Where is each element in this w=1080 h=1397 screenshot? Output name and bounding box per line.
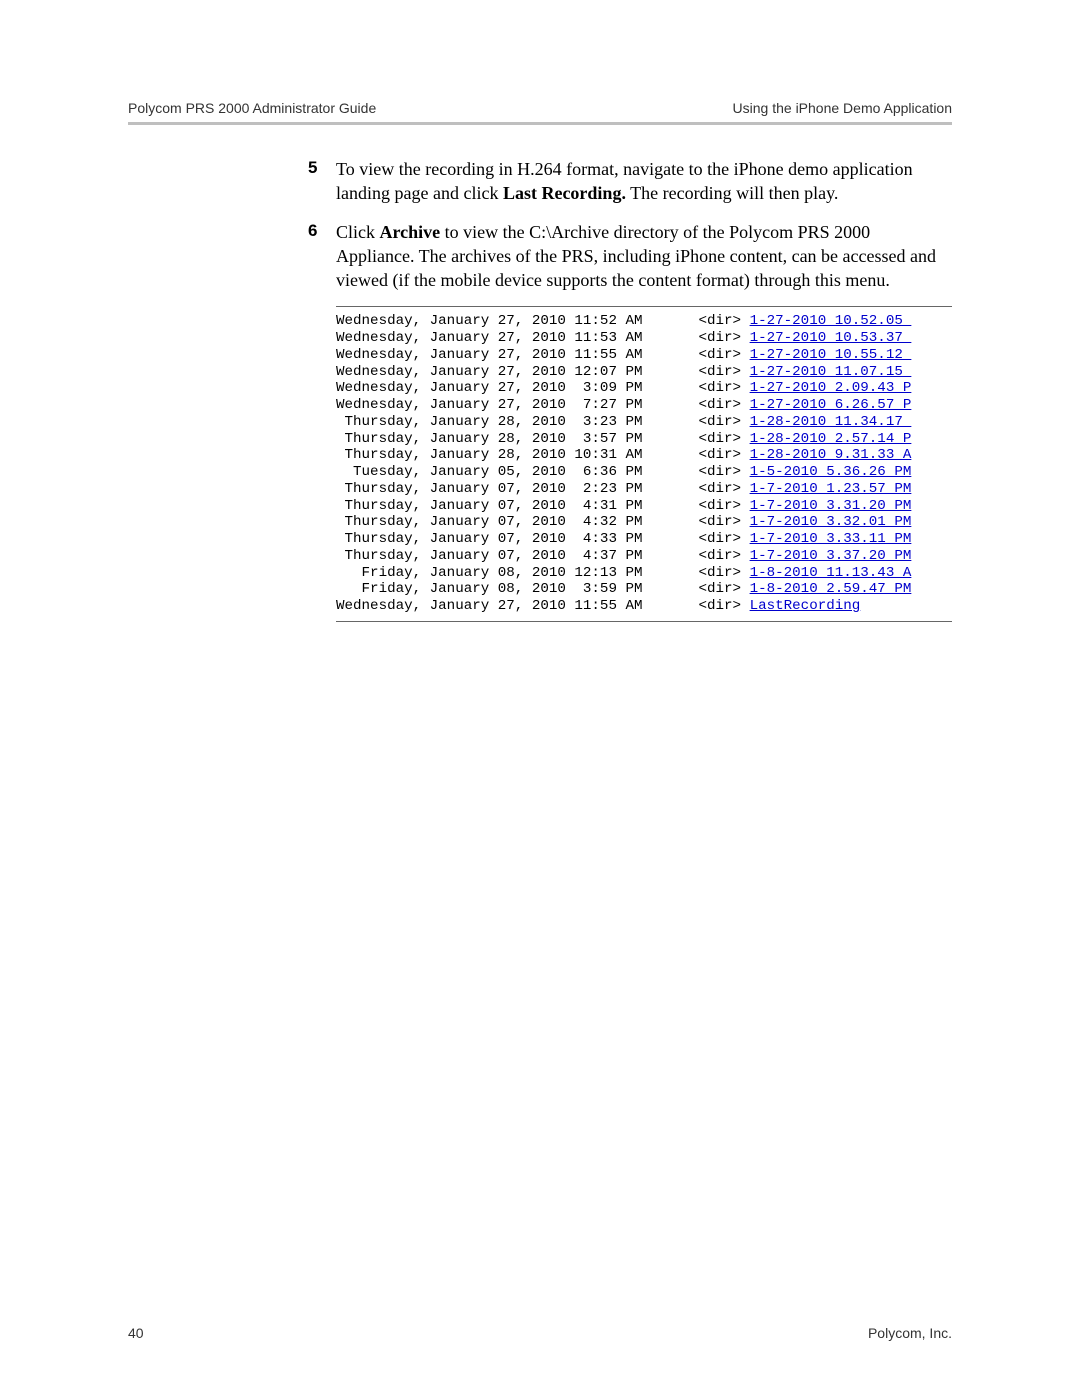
listing-date: Wednesday, January 27, 2010 11:52 AM <box>336 313 643 330</box>
listing-dir-tag: <dir> <box>699 464 750 481</box>
listing-dir-tag: <dir> <box>699 313 750 330</box>
footer-company: Polycom, Inc. <box>868 1325 952 1341</box>
listing-dir-tag: <dir> <box>699 447 750 464</box>
listing-row: Wednesday, January 27, 2010 11:55 AM <dir… <box>336 598 952 615</box>
listing-link[interactable]: 1-27-2010 10.53.37 <box>750 330 912 347</box>
listing-link[interactable]: 1-27-2010 10.52.05 <box>750 313 912 330</box>
listing-dir-tag: <dir> <box>699 364 750 381</box>
listing-link[interactable]: 1-5-2010 5.36.26 PM <box>750 464 912 481</box>
header-right: Using the iPhone Demo Application <box>733 100 952 116</box>
listing-link[interactable]: 1-27-2010 2.09.43 P <box>750 380 912 397</box>
listing-row: Thursday, January 28, 2010 10:31 AM <dir>… <box>336 447 952 464</box>
listing-link[interactable]: 1-7-2010 3.37.20 PM <box>750 548 912 565</box>
listing-link[interactable]: 1-7-2010 3.32.01 PM <box>750 514 912 531</box>
listing-date: Thursday, January 07, 2010 4:37 PM <box>336 548 643 565</box>
listing-date: Thursday, January 28, 2010 3:57 PM <box>336 431 643 448</box>
listing-date: Thursday, January 07, 2010 4:31 PM <box>336 498 643 515</box>
listing-date: Wednesday, January 27, 2010 12:07 PM <box>336 364 643 381</box>
listing-row: Thursday, January 07, 2010 4:31 PM<dir> … <box>336 498 952 515</box>
listing-link[interactable]: 1-8-2010 2.59.47 PM <box>750 581 912 598</box>
listing-date: Thursday, January 07, 2010 2:23 PM <box>336 481 643 498</box>
listing-row: Friday, January 08, 2010 3:59 PM <dir> 1-… <box>336 581 952 598</box>
header-left: Polycom PRS 2000 Administrator Guide <box>128 100 376 116</box>
directory-listing: Wednesday, January 27, 2010 11:52 AM <dir… <box>336 306 952 622</box>
listing-dir-tag: <dir> <box>699 347 750 364</box>
page-footer: 40 Polycom, Inc. <box>128 1325 952 1341</box>
listing-link[interactable]: 1-7-2010 1.23.57 PM <box>750 481 912 498</box>
document-page: Polycom PRS 2000 Administrator Guide Usi… <box>0 0 1080 1397</box>
step-number: 6 <box>308 220 336 293</box>
listing-link[interactable]: 1-7-2010 3.31.20 PM <box>750 498 912 515</box>
listing-row: Friday, January 08, 2010 12:13 PM <dir> 1… <box>336 565 952 582</box>
listing-link[interactable]: 1-27-2010 10.55.12 <box>750 347 912 364</box>
listing-dir-tag: <dir> <box>699 431 750 448</box>
listing-dir-tag: <dir> <box>699 380 750 397</box>
listing-date: Wednesday, January 27, 2010 11:55 AM <box>336 598 643 615</box>
step-item-6: 6 Click Archive to view the C:\Archive d… <box>308 220 952 293</box>
listing-date: Thursday, January 07, 2010 4:33 PM <box>336 531 643 548</box>
listing-row: Wednesday, January 27, 2010 11:53 AM <dir… <box>336 330 952 347</box>
listing-date: Thursday, January 28, 2010 3:23 PM <box>336 414 643 431</box>
step-item-5: 5 To view the recording in H.264 format,… <box>308 157 952 206</box>
listing-dir-tag: <dir> <box>699 598 750 615</box>
listing-row: Wednesday, January 27, 2010 7:27 PM <dir>… <box>336 397 952 414</box>
listing-date: Wednesday, January 27, 2010 11:53 AM <box>336 330 643 347</box>
listing-row: Thursday, January 07, 2010 4:33 PM<dir> … <box>336 531 952 548</box>
listing-row: Tuesday, January 05, 2010 6:36 PM <dir> 1… <box>336 464 952 481</box>
listing-row: Thursday, January 28, 2010 3:23 PM<dir> … <box>336 414 952 431</box>
listing-link[interactable]: 1-7-2010 3.33.11 PM <box>750 531 912 548</box>
listing-row: Wednesday, January 27, 2010 11:55 AM <dir… <box>336 347 952 364</box>
listing-dir-tag: <dir> <box>699 481 750 498</box>
listing-row: Wednesday, January 27, 2010 3:09 PM <dir>… <box>336 380 952 397</box>
listing-row: Wednesday, January 27, 2010 11:52 AM <dir… <box>336 313 952 330</box>
listing-dir-tag: <dir> <box>699 514 750 531</box>
step-list: 5 To view the recording in H.264 format,… <box>308 157 952 292</box>
listing-row: Thursday, January 07, 2010 4:32 PM<dir> … <box>336 514 952 531</box>
listing-link[interactable]: 1-27-2010 6.26.57 P <box>750 397 912 414</box>
step-number: 5 <box>308 157 336 206</box>
listing-dir-tag: <dir> <box>699 498 750 515</box>
listing-row: Thursday, January 07, 2010 4:37 PM<dir> … <box>336 548 952 565</box>
listing-link[interactable]: LastRecording <box>750 598 861 615</box>
listing-date: Thursday, January 28, 2010 10:31 AM <box>336 447 643 464</box>
listing-row: Thursday, January 28, 2010 3:57 PM<dir> … <box>336 431 952 448</box>
listing-dir-tag: <dir> <box>699 581 750 598</box>
listing-link[interactable]: 1-28-2010 11.34.17 <box>750 414 912 431</box>
listing-dir-tag: <dir> <box>699 397 750 414</box>
listing-date: Thursday, January 07, 2010 4:32 PM <box>336 514 643 531</box>
listing-dir-tag: <dir> <box>699 565 750 582</box>
listing-dir-tag: <dir> <box>699 330 750 347</box>
listing-date: Friday, January 08, 2010 12:13 PM <box>336 565 643 582</box>
listing-date: Friday, January 08, 2010 3:59 PM <box>336 581 643 598</box>
page-number: 40 <box>128 1325 144 1341</box>
listing-dir-tag: <dir> <box>699 414 750 431</box>
listing-date: Tuesday, January 05, 2010 6:36 PM <box>336 464 643 481</box>
listing-date: Wednesday, January 27, 2010 7:27 PM <box>336 397 643 414</box>
listing-link[interactable]: 1-8-2010 11.13.43 A <box>750 565 912 582</box>
listing-row: Wednesday, January 27, 2010 12:07 PM <dir… <box>336 364 952 381</box>
listing-dir-tag: <dir> <box>699 531 750 548</box>
listing-row: Thursday, January 07, 2010 2:23 PM<dir> … <box>336 481 952 498</box>
listing-link[interactable]: 1-27-2010 11.07.15 <box>750 364 912 381</box>
listing-dir-tag: <dir> <box>699 548 750 565</box>
step-text: Click Archive to view the C:\Archive dir… <box>336 220 952 293</box>
page-header: Polycom PRS 2000 Administrator Guide Usi… <box>128 100 952 125</box>
listing-link[interactable]: 1-28-2010 9.31.33 A <box>750 447 912 464</box>
listing-date: Wednesday, January 27, 2010 11:55 AM <box>336 347 643 364</box>
listing-link[interactable]: 1-28-2010 2.57.14 P <box>750 431 912 448</box>
listing-date: Wednesday, January 27, 2010 3:09 PM <box>336 380 643 397</box>
step-text: To view the recording in H.264 format, n… <box>336 157 952 206</box>
